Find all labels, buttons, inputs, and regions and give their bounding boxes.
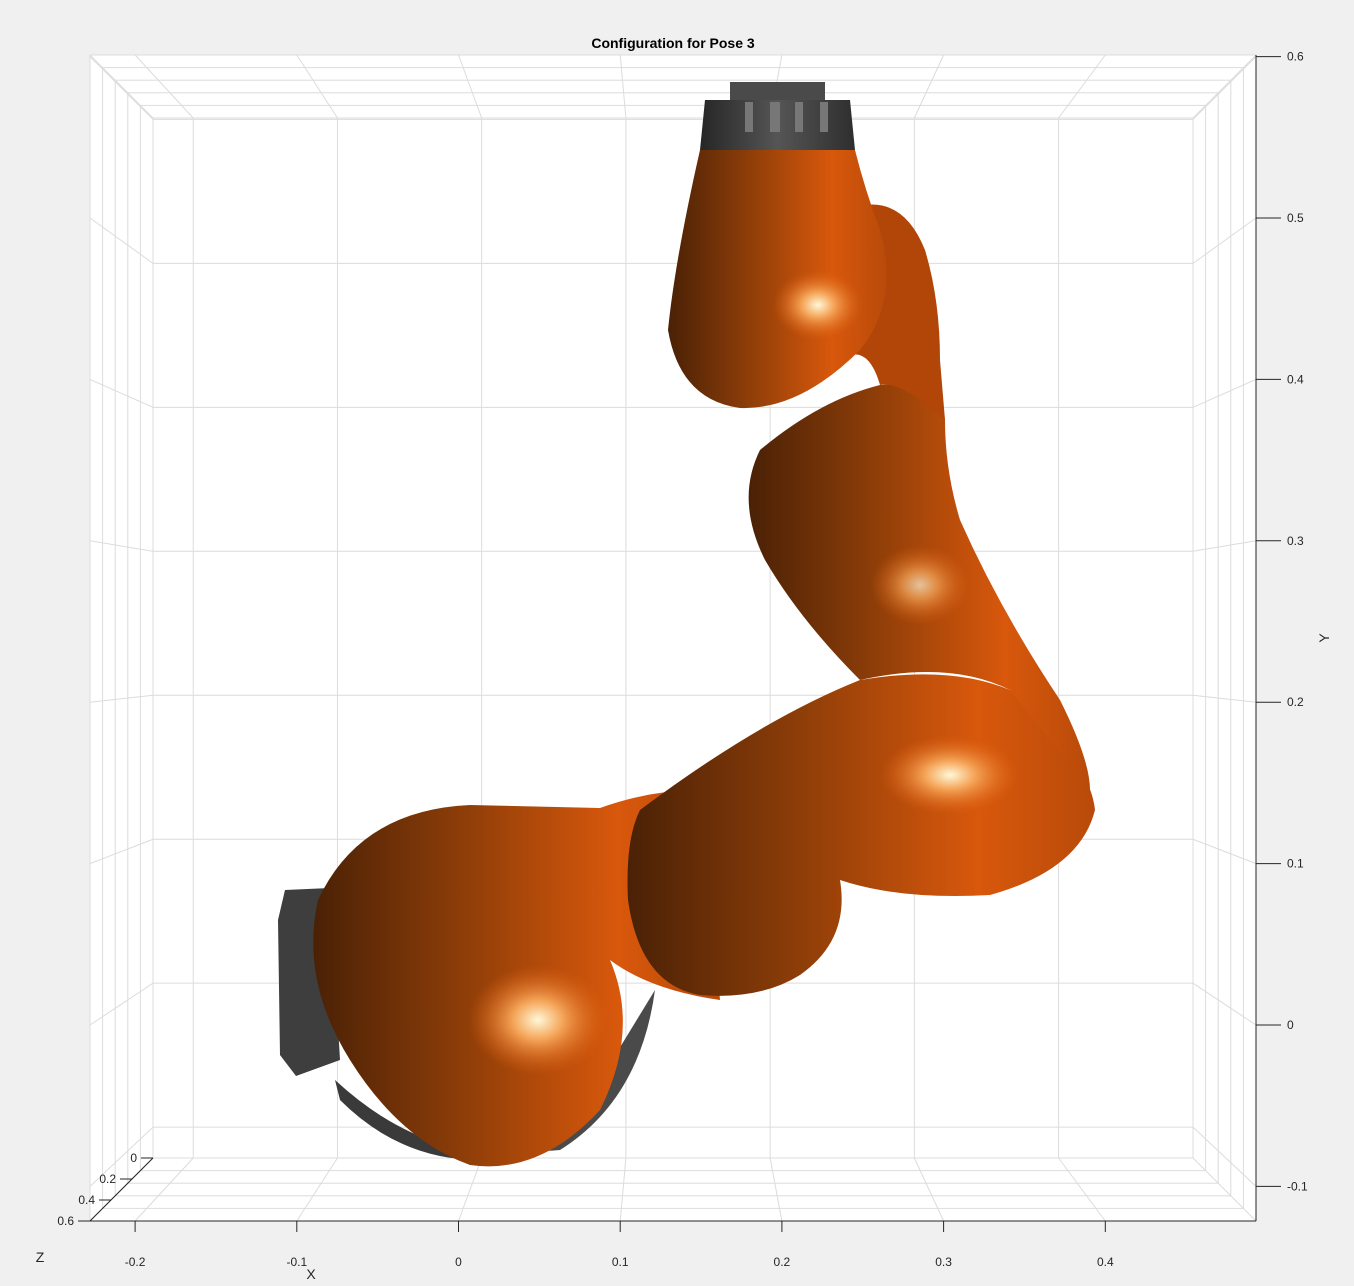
x-tick-label: -0.1 (286, 1255, 307, 1269)
robot-arm (278, 82, 1095, 1167)
grid-depth-frame (127, 92, 1219, 1184)
grid-y-depth-line (1192, 378, 1257, 408)
grid-lines (89, 54, 1257, 1222)
grid-y-depth-line (89, 378, 154, 408)
grid-y-depth-line (89, 540, 154, 552)
x-axis-ticks: -0.2 -0.1 0 0.1 0.2 0.3 0.4 (125, 1221, 1114, 1269)
grid-x-depth-line (1058, 54, 1106, 119)
grid-y-depth-line (1192, 1126, 1257, 1187)
z-axis-label: Z (36, 1249, 45, 1265)
grid-y-depth-line (1192, 217, 1257, 264)
grid-x-depth-line (913, 54, 945, 119)
y-axis-ticks: -0.1 0 0.1 0.2 0.3 0.4 0.5 0.6 (1256, 50, 1308, 1193)
grid-x-depth-line (619, 54, 627, 119)
grid-y-depth-line (89, 982, 154, 1026)
y-tick-label: 0.1 (1287, 857, 1304, 871)
z-tick-label: 0 (130, 1151, 137, 1165)
grid-y-depth-line (1192, 56, 1257, 120)
z-tick-label: 0.2 (99, 1172, 116, 1186)
grid-x-depth-line (913, 1157, 945, 1222)
z-axis-ticks: 0 0.2 0.4 0.6 (57, 1151, 153, 1228)
y-tick-label: 0.5 (1287, 211, 1304, 225)
x-tick-label: 0.1 (612, 1255, 629, 1269)
chart-title: Configuration for Pose 3 (591, 35, 755, 51)
x-axis-label: X (306, 1266, 316, 1282)
y-tick-label: -0.1 (1287, 1179, 1308, 1193)
x-tick-label: 0.2 (774, 1255, 791, 1269)
grid-y-depth-line (1192, 838, 1257, 865)
grid-x-depth-line (769, 1157, 783, 1222)
grid-y-depth-line (89, 56, 154, 120)
grid-back-frame (152, 117, 1194, 1159)
grid-x-depth-line (296, 54, 338, 119)
robot-link-5 (668, 150, 887, 409)
z-tick-label: 0.6 (57, 1214, 74, 1228)
x-tick-label: 0.3 (935, 1255, 952, 1269)
grid-x-depth-line (296, 1157, 338, 1222)
grid-x-depth-line (134, 1157, 194, 1222)
grid-y-depth-line (89, 1126, 154, 1187)
x-tick-label: -0.2 (125, 1255, 146, 1269)
axes-box (90, 55, 1256, 1221)
grid-corner-line (1192, 1157, 1257, 1222)
grid-y-depth-line (89, 217, 154, 264)
x-tick-label: 0.4 (1097, 1255, 1114, 1269)
z-tick-label: 0.4 (78, 1193, 95, 1207)
grid-corner-line (1192, 54, 1257, 119)
grid-y-depth-line (89, 838, 154, 865)
grid-y-depth-line (1192, 694, 1257, 703)
grid-x-depth-line (458, 1157, 483, 1222)
grid-corner-line (89, 54, 154, 119)
y-tick-label: 0.6 (1287, 50, 1304, 64)
grid-y-depth-line (1192, 540, 1257, 552)
z-axis-line (89, 1157, 154, 1222)
x-tick-label: 0 (455, 1255, 462, 1269)
grid-depth-frame (139, 104, 1207, 1172)
y-tick-label: 0 (1287, 1018, 1294, 1032)
grid-x-depth-line (458, 54, 483, 119)
grid-y-depth-line (89, 694, 154, 703)
y-tick-label: 0.2 (1287, 695, 1304, 709)
y-tick-label: 0.4 (1287, 372, 1304, 386)
grid-x-depth-line (134, 54, 194, 119)
grid-depth-frame (102, 67, 1244, 1209)
y-axis-label: Y (1316, 633, 1332, 643)
grid-x-depth-line (1058, 1157, 1106, 1222)
y-tick-label: 0.3 (1287, 534, 1304, 548)
grid-depth-frame (114, 79, 1232, 1197)
grid-x-depth-line (619, 1157, 627, 1222)
grid-y-depth-line (1192, 982, 1257, 1026)
